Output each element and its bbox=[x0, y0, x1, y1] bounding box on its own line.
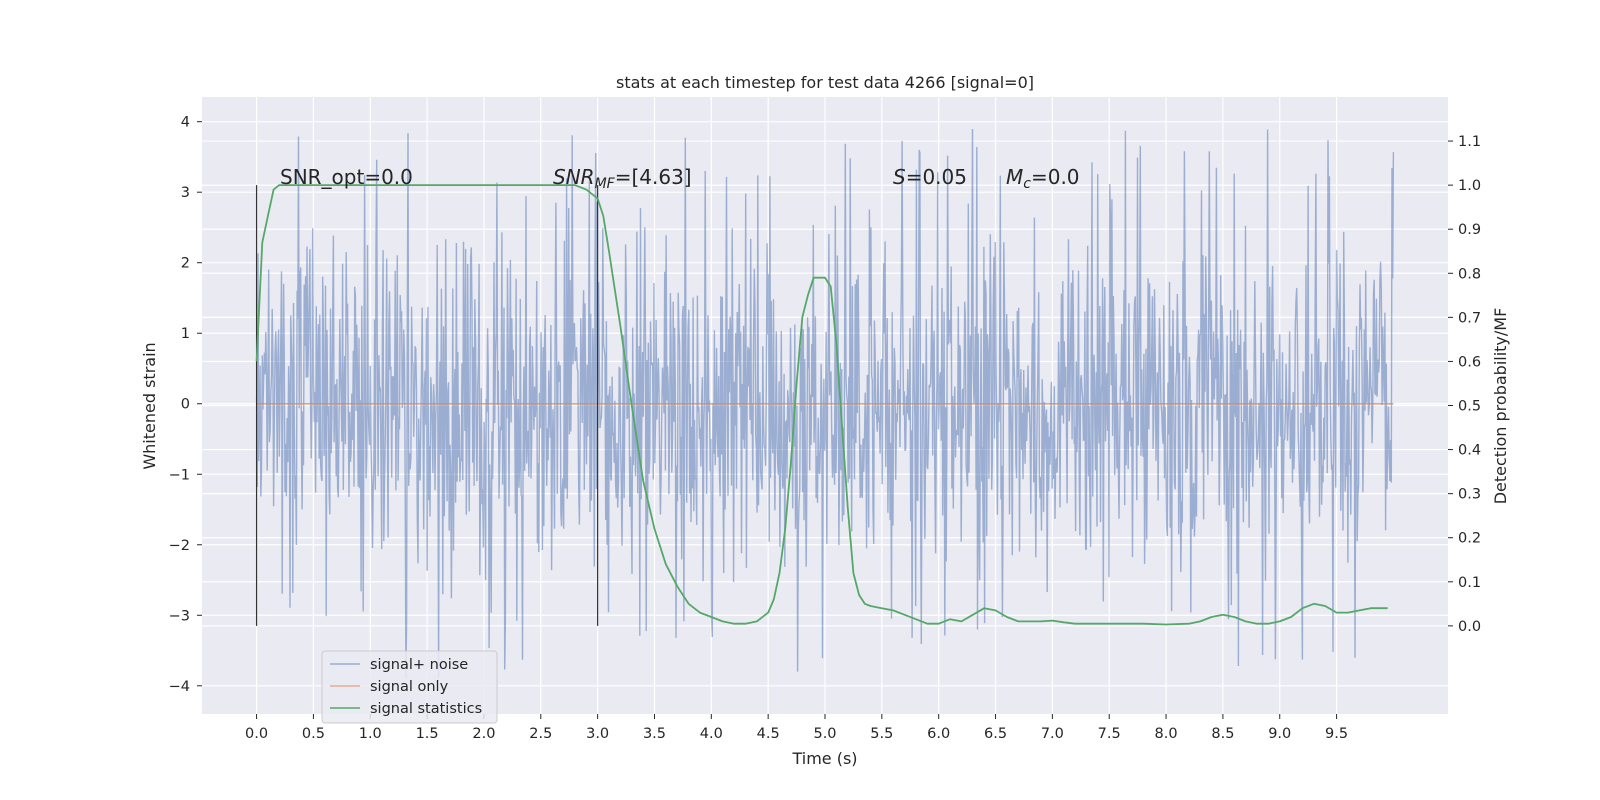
y-right-tick-label: 0.3 bbox=[1458, 487, 1481, 503]
x-tick-label: 7.5 bbox=[1098, 726, 1121, 742]
x-axis-ticks: 0.0 0.5 1.0 1.5 2.0 2.5 3.0 3.5 4.0 4.5 5.0 5.5 6.0 6… bbox=[245, 714, 1348, 742]
x-tick-label: 6.5 bbox=[984, 726, 1007, 742]
legend-label-signal-only: signal only bbox=[370, 679, 449, 695]
x-tick-label: 3.5 bbox=[643, 726, 666, 742]
x-tick-label: 2.5 bbox=[529, 726, 552, 742]
annotation-mc-label: M bbox=[1006, 165, 1023, 189]
y-left-tick-label: −2 bbox=[169, 538, 190, 554]
y-right-tick-label: 0.7 bbox=[1458, 310, 1481, 326]
annotation-mc-sub: c bbox=[1023, 176, 1031, 192]
y-left-tick-label: −4 bbox=[169, 679, 190, 695]
x-tick-label: 2.0 bbox=[472, 726, 495, 742]
y-right-tick-label: 0.8 bbox=[1458, 266, 1481, 282]
y-right-tick-label: 0.0 bbox=[1458, 619, 1481, 635]
annotation-snr-mf-label: SNR bbox=[553, 165, 595, 189]
legend-label-signal-statistics: signal statistics bbox=[370, 701, 482, 717]
annotation-snr-mf: SNRMF=[4.63] bbox=[553, 165, 692, 192]
x-tick-label: 1.5 bbox=[416, 726, 439, 742]
x-tick-label: 5.0 bbox=[813, 726, 836, 742]
y-left-tick-label: 4 bbox=[181, 115, 190, 131]
annotation-s-label: S bbox=[893, 165, 906, 189]
legend-label-signal-noise: signal+ noise bbox=[370, 657, 468, 673]
x-tick-label: 6.0 bbox=[927, 726, 950, 742]
y-left-tick-label: −3 bbox=[169, 608, 190, 624]
y-right-tick-label: 0.5 bbox=[1458, 399, 1481, 415]
x-axis-label: Time (s) bbox=[791, 749, 857, 768]
x-tick-label: 9.5 bbox=[1325, 726, 1348, 742]
annotation-snr-opt: SNR_opt=0.0 bbox=[280, 165, 413, 189]
chart-title: stats at each timestep for test data 426… bbox=[616, 73, 1034, 92]
x-tick-label: 0.5 bbox=[302, 726, 325, 742]
signal-statistics-line bbox=[255, 184, 1388, 626]
annotation-mc-value: =0.0 bbox=[1031, 165, 1080, 189]
right-y-axis-label: Detection probability/MF bbox=[1491, 308, 1510, 505]
y-left-tick-label: 3 bbox=[181, 185, 190, 201]
x-tick-label: 8.0 bbox=[1155, 726, 1178, 742]
x-tick-label: 4.0 bbox=[700, 726, 723, 742]
y-left-tick-label: 0 bbox=[181, 397, 190, 413]
signal-noise-series bbox=[255, 128, 1395, 679]
marker-lines bbox=[255, 185, 599, 626]
annotation-mc: Mc=0.0 bbox=[1006, 165, 1080, 192]
legend: signal+ noise signal only signal statist… bbox=[321, 650, 498, 724]
y-right-tick-label: 1.1 bbox=[1458, 134, 1481, 150]
right-y-axis-ticks: 1.1 1.0 0.9 0.8 0.7 0.6 0.5 0.4 0.3 0.2 0.1 0.0 bbox=[1448, 134, 1481, 635]
annotation-s-value: =0.05 bbox=[906, 165, 967, 189]
x-tick-label: 3.0 bbox=[586, 726, 609, 742]
annotation-s: S=0.05 bbox=[893, 165, 967, 189]
x-tick-label: 9.0 bbox=[1268, 726, 1291, 742]
y-left-tick-label: 1 bbox=[181, 326, 190, 342]
y-left-tick-label: −1 bbox=[169, 467, 190, 483]
y-right-tick-label: 1.0 bbox=[1458, 178, 1481, 194]
y-left-tick-label: 2 bbox=[181, 256, 190, 272]
annotation-snr-mf-sub: MF bbox=[595, 176, 616, 192]
y-right-tick-label: 0.1 bbox=[1458, 575, 1481, 591]
annotation-snr-mf-value: =[4.63] bbox=[615, 165, 692, 189]
y-right-tick-label: 0.4 bbox=[1458, 443, 1481, 459]
left-y-axis-ticks: 4 3 2 1 0 −1 −2 −3 −4 bbox=[169, 115, 202, 695]
signal-statistics-series bbox=[255, 184, 1388, 626]
x-tick-label: 7.0 bbox=[1041, 726, 1064, 742]
x-tick-label: 5.5 bbox=[870, 726, 893, 742]
x-tick-label: 4.5 bbox=[757, 726, 780, 742]
legend-box bbox=[321, 650, 498, 724]
x-tick-label: 0.0 bbox=[245, 726, 268, 742]
x-tick-label: 8.5 bbox=[1211, 726, 1234, 742]
signal-noise-line bbox=[255, 128, 1395, 679]
y-right-tick-label: 0.2 bbox=[1458, 531, 1481, 547]
x-tick-label: 1.0 bbox=[359, 726, 382, 742]
y-right-tick-label: 0.9 bbox=[1458, 222, 1481, 238]
left-y-axis-label: Whitened strain bbox=[140, 342, 159, 469]
y-right-tick-label: 0.6 bbox=[1458, 354, 1481, 370]
